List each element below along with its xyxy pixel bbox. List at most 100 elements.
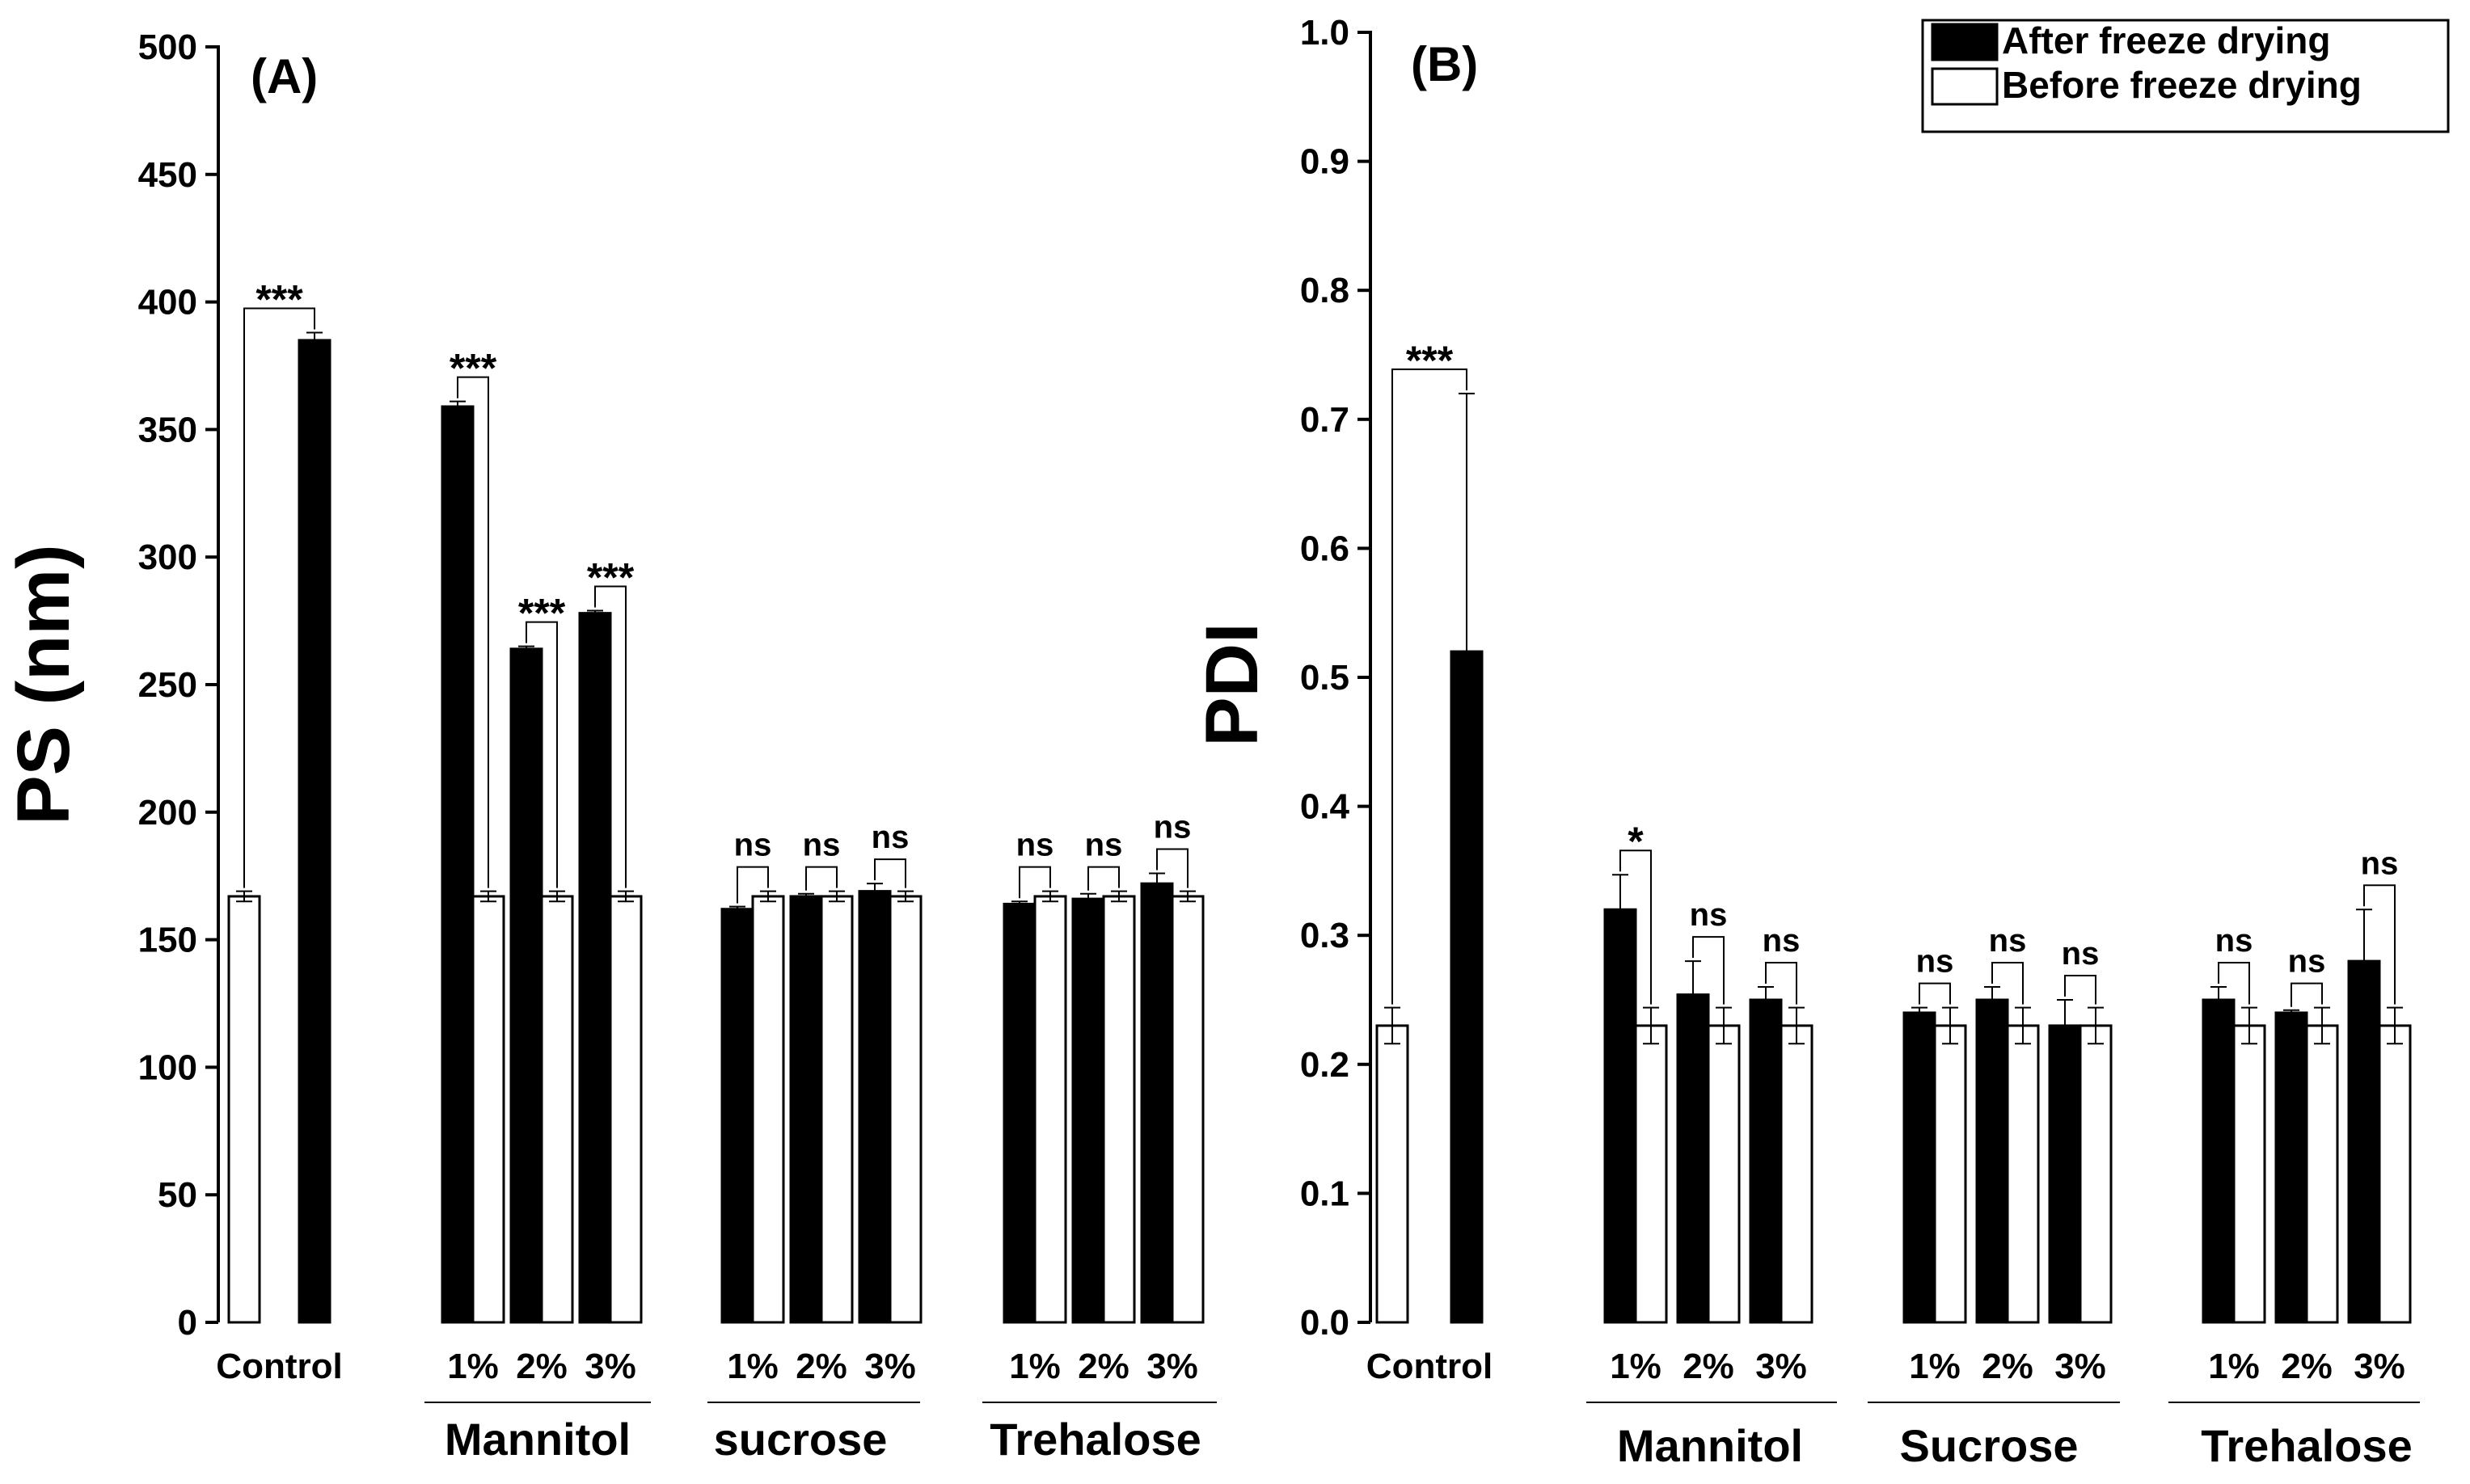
bar-before-freeze-drying bbox=[471, 895, 505, 1324]
bar-after-freeze-drying bbox=[509, 647, 543, 1324]
group-label: Mannitol bbox=[1617, 1420, 1803, 1471]
bar-after-freeze-drying bbox=[1975, 998, 2009, 1324]
significance-label: ns bbox=[2062, 936, 2100, 972]
chart-panel-a: 0 50 100 150 200 250 300 350 400 450 500 PS (nm) (A)… bbox=[2, 27, 1217, 1465]
panel-label: (B) bbox=[1411, 37, 1478, 91]
significance-bracket bbox=[1391, 368, 1467, 1005]
bar-before-freeze-drying bbox=[1375, 1024, 1409, 1324]
category-label: 2% bbox=[796, 1347, 847, 1386]
bar-before-freeze-drying bbox=[540, 895, 574, 1324]
group-label: sucrose bbox=[714, 1414, 888, 1465]
category-label: 3% bbox=[864, 1347, 916, 1386]
significance-label: ns bbox=[1154, 810, 1192, 845]
y-tick-label: 0.3 bbox=[1300, 916, 1349, 955]
y-tick-label: 250 bbox=[138, 665, 197, 705]
bar-after-freeze-drying bbox=[578, 612, 612, 1324]
bar-before-freeze-drying bbox=[1171, 895, 1205, 1324]
y-tick-label: 0.2 bbox=[1300, 1045, 1349, 1085]
significance-bracket bbox=[1087, 866, 1120, 891]
significance-bracket bbox=[1765, 962, 1797, 1005]
y-axis-label: PDI bbox=[1191, 622, 1273, 746]
significance-bracket bbox=[2064, 975, 2096, 1005]
category-label: 1% bbox=[1610, 1347, 1661, 1386]
y-tick-label: 0.9 bbox=[1300, 142, 1349, 182]
bar-before-freeze-drying bbox=[1707, 1024, 1741, 1324]
significance-bracket bbox=[1991, 962, 2024, 1005]
bar-after-freeze-drying bbox=[1450, 650, 1484, 1324]
y-tick-label: 0.1 bbox=[1300, 1174, 1349, 1213]
significance-label: *** bbox=[587, 554, 635, 600]
bar-before-freeze-drying bbox=[2305, 1024, 2339, 1324]
significance-bracket bbox=[457, 376, 489, 888]
y-tick-label: 450 bbox=[138, 155, 197, 195]
panel-label: (A) bbox=[251, 49, 318, 103]
group-label: Sucrose bbox=[1900, 1420, 2079, 1471]
category-label: 3% bbox=[1755, 1347, 1807, 1386]
significance-label: ns bbox=[734, 828, 772, 863]
bar-before-freeze-drying bbox=[1780, 1024, 1813, 1324]
significance-bracket bbox=[2363, 884, 2396, 1005]
category-label: 2% bbox=[516, 1347, 568, 1386]
bar-before-freeze-drying bbox=[2378, 1024, 2412, 1324]
bar-before-freeze-drying bbox=[1634, 1024, 1668, 1324]
category-label: 1% bbox=[447, 1347, 499, 1386]
significance-label: ns bbox=[2215, 923, 2253, 959]
category-label: 2% bbox=[2281, 1347, 2333, 1386]
bar-before-freeze-drying bbox=[2232, 1024, 2266, 1324]
bar-before-freeze-drying bbox=[751, 895, 785, 1324]
bar-before-freeze-drying bbox=[1102, 895, 1136, 1324]
significance-label: ns bbox=[872, 820, 910, 855]
chart-panel-b: 0.0 0.1 0.2 0.3 0.4 0.5 0.6 0.7 0.8 0.9 1.0 PDI (B) *… bbox=[1191, 13, 2450, 1471]
y-tick-label: 0.4 bbox=[1300, 787, 1350, 827]
significance-label: *** bbox=[255, 276, 303, 322]
significance-label: ns bbox=[1085, 828, 1123, 863]
bar-before-freeze-drying bbox=[889, 895, 923, 1324]
significance-label: ns bbox=[2361, 845, 2399, 881]
significance-bracket bbox=[2291, 982, 2323, 1007]
y-tick-label: 500 bbox=[138, 27, 197, 67]
significance-bracket bbox=[594, 585, 627, 888]
y-tick-label: 350 bbox=[138, 410, 197, 449]
significance-label: * bbox=[1628, 819, 1644, 864]
bar-after-freeze-drying bbox=[441, 405, 475, 1324]
y-axis-label: PS (nm) bbox=[2, 544, 85, 825]
bar-after-freeze-drying bbox=[1071, 897, 1105, 1324]
bar-after-freeze-drying bbox=[298, 339, 331, 1324]
bar-after-freeze-drying bbox=[1676, 993, 1710, 1324]
y-tick-label: 200 bbox=[138, 793, 197, 833]
y-tick-label: 300 bbox=[138, 538, 197, 577]
category-label: 1% bbox=[727, 1347, 779, 1386]
category-label: 3% bbox=[1146, 1347, 1198, 1386]
y-tick-label: 0.6 bbox=[1300, 529, 1349, 568]
category-label: 1% bbox=[1909, 1347, 1961, 1386]
group-label: Trehalose bbox=[2201, 1420, 2412, 1471]
bar-before-freeze-drying bbox=[1933, 1024, 1967, 1324]
bar-after-freeze-drying bbox=[1603, 908, 1637, 1324]
y-tick-label: 1.0 bbox=[1300, 13, 1349, 53]
bar-after-freeze-drying bbox=[2274, 1011, 2308, 1324]
significance-label: *** bbox=[450, 346, 497, 391]
y-tick-label: 0.0 bbox=[1300, 1303, 1349, 1343]
significance-bracket bbox=[1156, 848, 1189, 888]
category-label: 3% bbox=[2354, 1347, 2405, 1386]
bar-after-freeze-drying bbox=[1749, 998, 1783, 1324]
bar-before-freeze-drying bbox=[2079, 1024, 2113, 1324]
category-label: 1% bbox=[1009, 1347, 1061, 1386]
significance-bracket bbox=[1019, 866, 1051, 899]
legend-box bbox=[1921, 19, 2450, 133]
group-label: Mannitol bbox=[445, 1414, 631, 1465]
significance-label: ns bbox=[1763, 923, 1801, 959]
category-label: 2% bbox=[1078, 1347, 1129, 1386]
significance-label: ns bbox=[2288, 944, 2326, 980]
significance-bracket bbox=[1619, 850, 1652, 1005]
bar-before-freeze-drying bbox=[609, 895, 643, 1324]
y-tick-label: 0.8 bbox=[1300, 271, 1349, 310]
significance-label: *** bbox=[1406, 338, 1454, 383]
bar-after-freeze-drying bbox=[1003, 902, 1037, 1324]
significance-label: ns bbox=[1989, 923, 2027, 959]
y-tick-label: 400 bbox=[138, 283, 197, 323]
group-label: Trehalose bbox=[990, 1414, 1201, 1465]
category-label: 2% bbox=[1683, 1347, 1734, 1386]
bar-after-freeze-drying bbox=[1140, 882, 1174, 1324]
